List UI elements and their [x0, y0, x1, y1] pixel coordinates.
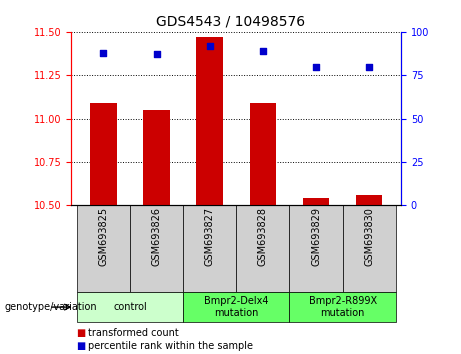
- Point: [153, 52, 160, 57]
- Text: genotype/variation: genotype/variation: [5, 302, 97, 312]
- Bar: [356, 195, 383, 205]
- Bar: [249, 103, 276, 205]
- Bar: [143, 110, 170, 205]
- Bar: [90, 103, 117, 205]
- Text: Bmpr2-R899X
mutation: Bmpr2-R899X mutation: [308, 296, 377, 318]
- Text: GDS4543 / 10498576: GDS4543 / 10498576: [156, 14, 305, 28]
- Point: [366, 64, 373, 69]
- Bar: [196, 37, 223, 205]
- Point: [259, 48, 266, 54]
- Text: control: control: [113, 302, 147, 312]
- Point: [206, 43, 213, 48]
- Text: Bmpr2-Delx4
mutation: Bmpr2-Delx4 mutation: [204, 296, 268, 318]
- Bar: [303, 198, 329, 205]
- Point: [100, 50, 107, 56]
- Text: ■: ■: [76, 329, 85, 338]
- Point: [312, 64, 319, 69]
- Text: transformed count: transformed count: [88, 329, 178, 338]
- Text: ■: ■: [76, 341, 85, 351]
- Text: percentile rank within the sample: percentile rank within the sample: [88, 341, 253, 351]
